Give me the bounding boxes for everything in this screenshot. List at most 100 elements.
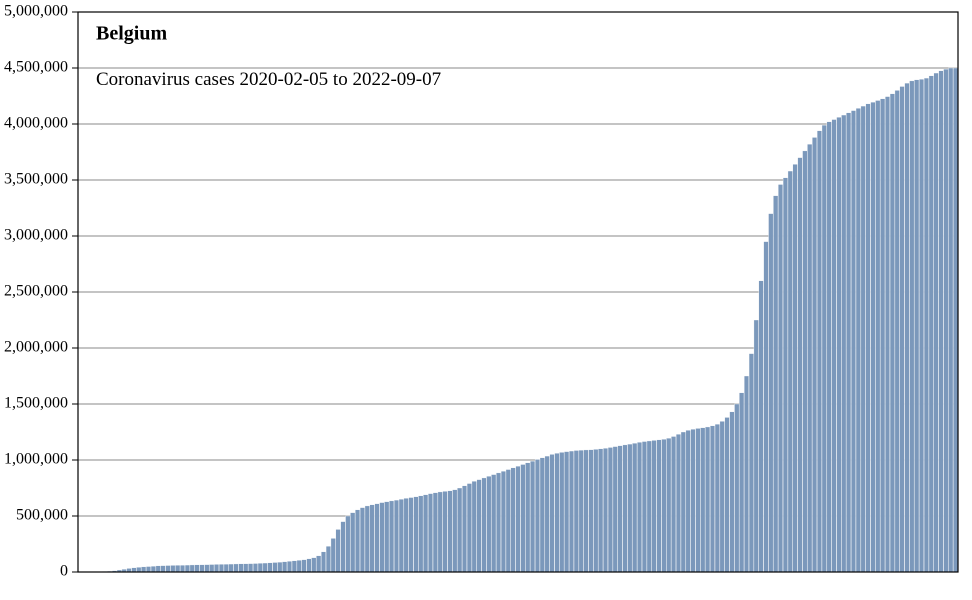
bar xyxy=(559,452,564,572)
bar xyxy=(832,120,837,572)
bar xyxy=(632,443,637,572)
bar xyxy=(477,480,482,572)
bar xyxy=(628,444,633,572)
bar xyxy=(598,449,603,572)
bar xyxy=(190,565,195,572)
bar xyxy=(773,196,778,572)
bar xyxy=(875,100,880,572)
bar xyxy=(195,565,200,572)
bar xyxy=(350,513,355,572)
ytick-label: 0 xyxy=(60,563,68,580)
bar xyxy=(516,466,521,572)
bar xyxy=(175,565,180,572)
bar xyxy=(530,461,535,572)
bar xyxy=(141,567,146,572)
bar xyxy=(452,490,457,572)
bar xyxy=(637,442,642,572)
bar xyxy=(822,125,827,572)
bar xyxy=(156,566,161,572)
bar xyxy=(579,450,584,572)
bar xyxy=(409,498,414,572)
bar xyxy=(895,90,900,572)
ytick-label: 3,500,000 xyxy=(4,171,68,188)
bar xyxy=(491,475,496,572)
bar xyxy=(584,450,589,572)
bar xyxy=(389,501,394,572)
bar xyxy=(555,453,560,572)
bar xyxy=(180,565,185,572)
chart-title: Belgium xyxy=(96,23,167,45)
bar xyxy=(171,565,176,572)
bar xyxy=(807,144,812,572)
bar xyxy=(589,450,594,572)
bar xyxy=(423,495,428,572)
bar xyxy=(307,559,312,572)
bar xyxy=(569,451,574,572)
bar xyxy=(375,504,380,572)
bar xyxy=(691,429,696,572)
bar xyxy=(268,563,273,572)
bar xyxy=(939,71,944,572)
bar xyxy=(783,178,788,572)
ytick-label: 1,000,000 xyxy=(4,451,68,468)
bar xyxy=(239,564,244,572)
bar xyxy=(438,492,443,572)
bar xyxy=(759,281,764,572)
ytick-label: 3,000,000 xyxy=(4,227,68,244)
bar xyxy=(871,102,876,572)
bar xyxy=(200,565,205,572)
bar xyxy=(705,427,710,572)
bar xyxy=(944,69,949,572)
bar xyxy=(273,562,278,572)
bar xyxy=(608,447,613,572)
bar xyxy=(448,491,453,572)
chart-svg: 0500,0001,000,0001,500,0002,000,0002,500… xyxy=(0,0,972,600)
bar xyxy=(219,564,224,572)
bar xyxy=(803,151,808,572)
bar xyxy=(496,473,501,572)
bar xyxy=(234,564,239,572)
bar xyxy=(793,164,798,572)
bar xyxy=(161,566,166,572)
bar xyxy=(248,564,253,572)
bar xyxy=(734,404,739,572)
bar xyxy=(919,79,924,572)
bar xyxy=(418,496,423,572)
bar xyxy=(564,452,569,572)
bar xyxy=(321,552,326,572)
bar xyxy=(384,502,389,572)
bar xyxy=(341,522,346,572)
bar xyxy=(593,449,598,572)
bar xyxy=(540,458,545,572)
bar xyxy=(209,565,214,573)
bar xyxy=(355,510,360,572)
bar xyxy=(866,104,871,572)
bar xyxy=(953,68,958,572)
bar xyxy=(681,432,686,572)
bar xyxy=(399,499,404,572)
chart-container: 0500,0001,000,0001,500,0002,000,0002,500… xyxy=(0,0,972,600)
bar xyxy=(404,498,409,572)
bar xyxy=(905,83,910,572)
bar xyxy=(326,546,331,572)
bar xyxy=(642,442,647,572)
bar xyxy=(462,486,467,572)
bar xyxy=(545,456,550,572)
bar xyxy=(535,459,540,572)
bar xyxy=(671,436,676,572)
bar xyxy=(754,320,759,572)
bar xyxy=(346,516,351,572)
bar xyxy=(433,493,438,572)
bar xyxy=(817,131,822,572)
bar xyxy=(603,448,608,572)
bar xyxy=(331,538,336,572)
bar xyxy=(360,508,365,572)
bar xyxy=(302,560,307,572)
bar xyxy=(146,567,151,572)
bar xyxy=(550,454,555,572)
bar xyxy=(846,113,851,572)
bar xyxy=(948,68,953,572)
ytick-label: 5,000,000 xyxy=(4,3,68,20)
bar xyxy=(428,494,433,572)
bar xyxy=(380,503,385,572)
